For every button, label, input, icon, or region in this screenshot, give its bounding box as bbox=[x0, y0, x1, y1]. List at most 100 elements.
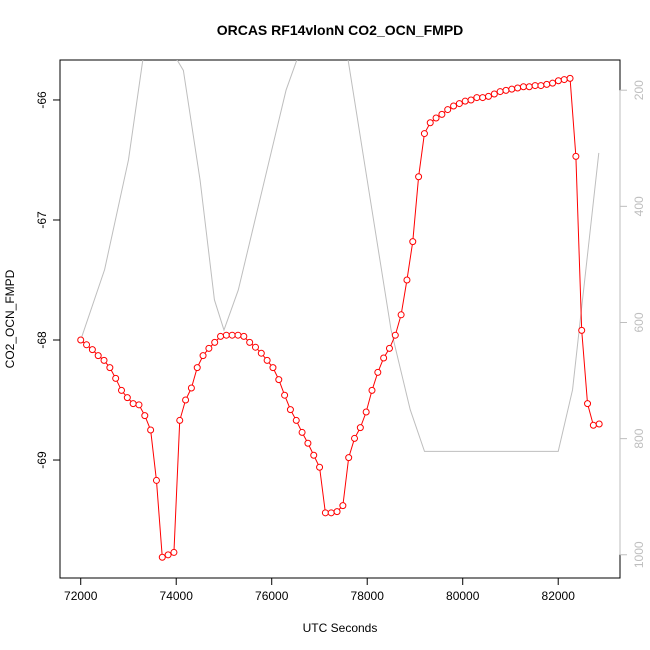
data-point bbox=[467, 96, 475, 104]
data-point bbox=[595, 420, 603, 428]
data-point bbox=[397, 311, 405, 319]
data-point bbox=[455, 100, 463, 108]
data-point bbox=[292, 416, 300, 424]
data-point bbox=[234, 331, 242, 339]
data-point bbox=[298, 428, 306, 436]
data-point bbox=[432, 114, 440, 122]
data-point bbox=[415, 173, 423, 181]
y2-tick-label: 800 bbox=[632, 428, 646, 448]
data-point bbox=[537, 82, 545, 90]
data-point bbox=[490, 90, 498, 98]
data-point bbox=[193, 364, 201, 372]
data-point bbox=[356, 424, 364, 432]
data-point bbox=[479, 94, 487, 102]
data-point bbox=[525, 83, 533, 91]
data-point bbox=[502, 86, 510, 94]
data-point bbox=[281, 391, 289, 399]
data-point bbox=[135, 401, 143, 409]
data-point bbox=[147, 426, 155, 434]
plot-area bbox=[77, 60, 603, 561]
data-point bbox=[152, 476, 160, 484]
data-point bbox=[275, 376, 283, 384]
plot-frame bbox=[59, 59, 621, 579]
x-tick-label: 76000 bbox=[255, 589, 289, 603]
data-point bbox=[88, 346, 96, 354]
data-point bbox=[257, 349, 265, 357]
data-point bbox=[304, 439, 312, 447]
data-point bbox=[508, 85, 516, 93]
data-point bbox=[129, 400, 137, 408]
data-point bbox=[345, 454, 353, 462]
data-point bbox=[484, 92, 492, 100]
data-point bbox=[420, 130, 428, 138]
data-point bbox=[339, 502, 347, 510]
data-point bbox=[310, 451, 318, 459]
data-point bbox=[94, 352, 102, 360]
data-point bbox=[368, 386, 376, 394]
data-point bbox=[187, 384, 195, 392]
data-point bbox=[444, 106, 452, 114]
data-point bbox=[240, 332, 248, 340]
x-tick-label: 72000 bbox=[64, 589, 98, 603]
data-point bbox=[263, 356, 271, 364]
data-point bbox=[222, 331, 230, 339]
data-point bbox=[228, 331, 236, 339]
data-point bbox=[327, 509, 335, 517]
data-point bbox=[560, 76, 568, 84]
data-point bbox=[374, 368, 382, 376]
data-point bbox=[514, 84, 522, 92]
data-point bbox=[450, 102, 458, 110]
data-point bbox=[112, 374, 120, 382]
data-point bbox=[566, 74, 574, 82]
data-point bbox=[176, 416, 184, 424]
y-tick-label: -69 bbox=[35, 451, 49, 469]
y2-tick-label: 1000 bbox=[632, 541, 646, 568]
y2-tick-label: 400 bbox=[632, 196, 646, 216]
data-point bbox=[164, 551, 172, 559]
data-point bbox=[316, 463, 324, 471]
data-point bbox=[269, 364, 277, 372]
data-point bbox=[217, 332, 225, 340]
data-point bbox=[251, 343, 259, 351]
series-line bbox=[80, 60, 600, 452]
data-point bbox=[77, 336, 85, 344]
data-point bbox=[496, 88, 504, 96]
series-line bbox=[80, 77, 600, 558]
data-point bbox=[182, 396, 190, 404]
data-point bbox=[403, 276, 411, 284]
data-point bbox=[351, 434, 359, 442]
y2-tick-label: 600 bbox=[632, 312, 646, 332]
data-point bbox=[572, 152, 580, 160]
data-point bbox=[141, 412, 149, 420]
y-tick-label: -67 bbox=[35, 211, 49, 229]
data-point bbox=[199, 352, 207, 360]
data-point bbox=[158, 553, 166, 561]
x-tick-label: 82000 bbox=[542, 589, 576, 603]
y-axis-label: CO2_OCN_FMPD bbox=[3, 269, 17, 368]
data-point bbox=[118, 386, 126, 394]
y-tick-label: -66 bbox=[35, 91, 49, 109]
data-point bbox=[362, 408, 370, 416]
data-point bbox=[426, 119, 434, 127]
data-point bbox=[211, 338, 219, 346]
data-point bbox=[321, 509, 329, 517]
data-point bbox=[519, 83, 527, 91]
data-point bbox=[246, 338, 254, 346]
y2-tick-label: 200 bbox=[632, 80, 646, 100]
x-tick-label: 78000 bbox=[351, 589, 385, 603]
data-point bbox=[554, 77, 562, 85]
data-point bbox=[461, 97, 469, 105]
data-point bbox=[205, 344, 213, 352]
data-point bbox=[83, 341, 91, 349]
chart-title: ORCAS RF14vlonN CO2_OCN_FMPD bbox=[217, 22, 464, 38]
data-point bbox=[531, 82, 539, 90]
data-point bbox=[473, 94, 481, 102]
x-axis-label: UTC Seconds bbox=[303, 621, 378, 635]
data-point bbox=[286, 406, 294, 414]
data-point bbox=[106, 364, 114, 372]
data-point bbox=[385, 344, 393, 352]
x-tick-label: 74000 bbox=[160, 589, 194, 603]
data-point bbox=[123, 394, 131, 402]
